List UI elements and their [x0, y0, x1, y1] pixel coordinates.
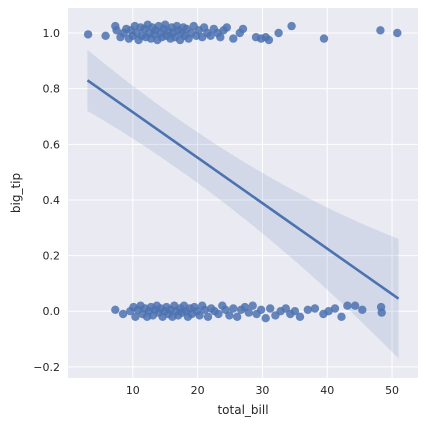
y-axis-label: big_tip — [9, 173, 23, 213]
x-tick-labels: 10 20 30 40 50 — [126, 384, 399, 397]
data-point — [229, 304, 238, 313]
y-tick-label: 0.8 — [43, 83, 61, 96]
data-point — [225, 311, 234, 320]
data-point — [131, 312, 140, 321]
data-point — [393, 28, 402, 38]
data-point — [303, 305, 312, 314]
data-point — [111, 305, 120, 314]
y-tick-label: 0.4 — [43, 194, 61, 207]
data-point — [287, 21, 296, 31]
data-point — [266, 304, 275, 313]
data-point — [350, 301, 360, 310]
data-point — [222, 23, 231, 32]
data-point — [244, 308, 253, 317]
data-point — [83, 30, 93, 39]
data-point — [324, 307, 333, 316]
data-point — [203, 312, 213, 321]
data-point — [256, 305, 266, 314]
data-point — [377, 308, 386, 317]
data-point — [206, 31, 215, 40]
y-tick-label: 0.6 — [43, 138, 61, 151]
y-tick-labels: −0.2 0.0 0.2 0.4 0.6 0.8 1.0 — [33, 27, 60, 374]
y-tick-label: 0.2 — [43, 250, 61, 263]
data-point — [101, 31, 110, 40]
x-tick-label: 30 — [255, 384, 269, 397]
x-tick-label: 20 — [191, 384, 205, 397]
data-point — [310, 304, 320, 313]
x-tick-label: 50 — [385, 384, 399, 397]
data-point — [216, 33, 225, 42]
data-point — [195, 311, 204, 320]
y-tick-label: 0.0 — [43, 305, 61, 318]
data-point — [330, 304, 340, 313]
data-point — [233, 312, 242, 321]
x-tick-label: 10 — [126, 384, 140, 397]
confidence-band — [87, 49, 399, 359]
data-point — [214, 309, 223, 319]
data-point — [376, 26, 385, 35]
data-point — [358, 305, 367, 314]
y-tick-label: −0.2 — [33, 361, 60, 374]
data-point — [229, 34, 238, 43]
data-point — [290, 307, 300, 316]
data-point — [112, 26, 121, 35]
regression-line-group — [86, 79, 400, 300]
data-point — [295, 312, 305, 321]
data-point — [161, 20, 170, 29]
data-point — [337, 312, 346, 321]
data-point — [274, 28, 283, 38]
data-point — [118, 309, 128, 319]
confidence-band-area — [87, 49, 399, 359]
x-axis-label: total_bill — [217, 403, 268, 417]
data-point — [200, 305, 209, 314]
data-points — [83, 20, 402, 323]
x-tick-label: 40 — [320, 384, 334, 397]
data-point — [264, 35, 274, 45]
data-point — [248, 301, 257, 310]
data-point — [261, 314, 270, 323]
grid-lines — [68, 8, 418, 378]
data-point — [319, 34, 329, 43]
y-tick-label: 1.0 — [43, 27, 61, 40]
data-point — [343, 301, 352, 310]
data-point — [238, 24, 248, 34]
regression-line — [86, 79, 400, 300]
